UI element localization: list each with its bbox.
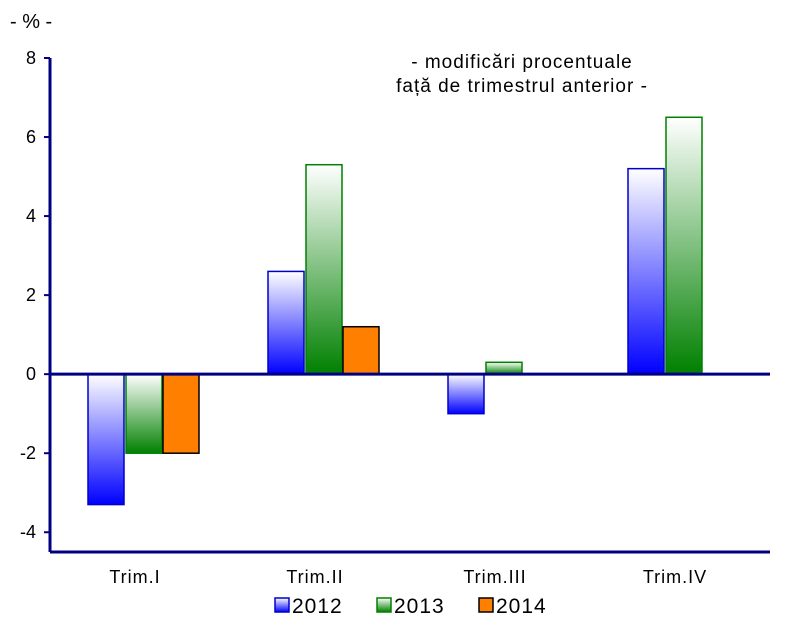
legend-label-2012: 2012 bbox=[292, 595, 343, 618]
bar-2014-Trim.I bbox=[162, 373, 200, 454]
bar-2013-Trim.I bbox=[125, 373, 163, 454]
legend-swatch-2012 bbox=[274, 597, 290, 613]
legend-label-2013: 2013 bbox=[394, 595, 445, 618]
bar-2012-Trim.I bbox=[87, 373, 125, 506]
chart-annotation-line-1: - modificări procentuale bbox=[411, 52, 632, 73]
x-category-label: Trim.IV bbox=[643, 567, 707, 587]
bar-2013-Trim.III bbox=[485, 361, 523, 375]
legend-swatch-2014 bbox=[478, 597, 494, 613]
bars-group bbox=[87, 116, 703, 506]
x-axis-labels: Trim.I Trim.II Trim.III Trim.IV bbox=[109, 567, 707, 587]
bar-2013-Trim.IV bbox=[665, 116, 703, 375]
y-tick-label: -4 bbox=[20, 522, 36, 542]
bar-2013-Trim.II bbox=[305, 163, 343, 375]
y-tick-label: 0 bbox=[26, 364, 36, 384]
legend: 2012 2013 2014 bbox=[274, 595, 547, 618]
x-category-label: Trim.I bbox=[109, 567, 160, 587]
bar-2012-Trim.IV bbox=[627, 167, 665, 375]
y-tick-label: 8 bbox=[26, 48, 36, 68]
y-unit-label: - % - bbox=[10, 11, 52, 33]
bar-2012-Trim.II bbox=[267, 270, 305, 375]
x-category-label: Trim.II bbox=[286, 567, 343, 587]
chart-annotation-line-2: față de trimestrul anterior - bbox=[396, 76, 648, 97]
x-category-label: Trim.III bbox=[463, 567, 526, 587]
legend-swatch-2013 bbox=[376, 597, 392, 613]
y-tick-label: 2 bbox=[26, 285, 36, 305]
bar-2014-Trim.II bbox=[342, 325, 380, 375]
legend-label-2014: 2014 bbox=[496, 595, 547, 618]
y-tick-label: 4 bbox=[26, 206, 36, 226]
y-tick-label: 6 bbox=[26, 127, 36, 147]
y-axis-ticks: -4 -2 0 2 4 6 8 bbox=[20, 48, 50, 542]
y-tick-label: -2 bbox=[20, 443, 36, 463]
bar-2012-Trim.III bbox=[447, 373, 485, 415]
